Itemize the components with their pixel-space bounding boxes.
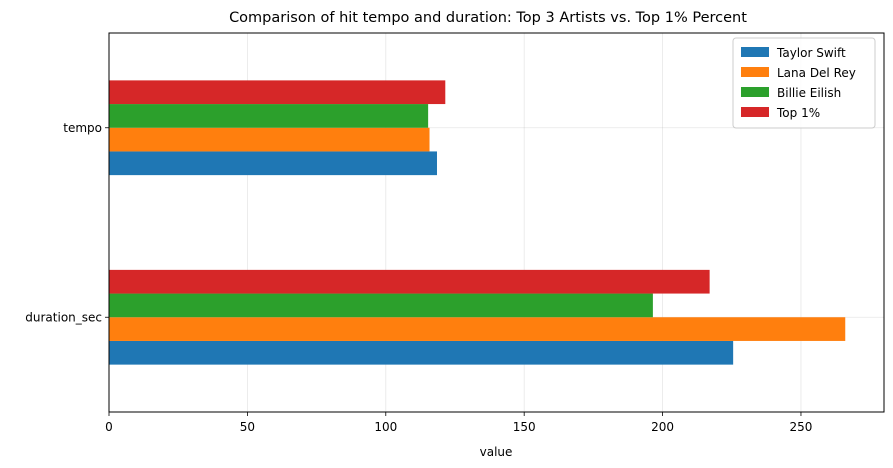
legend-swatch xyxy=(741,67,769,77)
bar xyxy=(109,104,429,128)
bar xyxy=(109,317,846,341)
legend: Taylor Swift Lana Del Rey Billie Eilish Top… xyxy=(732,37,876,129)
plot-frame xyxy=(108,32,885,413)
y-axis: duration_sec tempo xyxy=(25,121,109,324)
y-tick-label: duration_sec xyxy=(25,310,102,324)
bar xyxy=(109,269,710,294)
x-tick-label: 50 xyxy=(240,420,255,434)
y-tick-label: tempo xyxy=(63,121,102,135)
x-axis-label: value xyxy=(480,445,513,459)
bar xyxy=(109,80,446,105)
legend-swatch xyxy=(741,107,769,117)
chart-title: Comparison of hit tempo and duration: To… xyxy=(229,10,747,26)
x-tick-label: 250 xyxy=(790,420,813,434)
x-tick-label: 0 xyxy=(105,420,113,434)
bar xyxy=(109,340,734,365)
legend-label: Top 1% xyxy=(776,106,820,120)
bar xyxy=(109,127,430,152)
x-tick-label: 200 xyxy=(651,420,674,434)
bar xyxy=(109,293,653,318)
legend-swatch xyxy=(741,47,769,57)
x-tick-label: 100 xyxy=(374,420,397,434)
x-tick-label: 150 xyxy=(513,420,536,434)
legend-swatch xyxy=(741,87,769,97)
bars xyxy=(109,80,846,365)
legend-box xyxy=(732,37,876,129)
bar xyxy=(109,151,437,176)
legend-label: Taylor Swift xyxy=(776,46,846,60)
x-axis: 0 50 100 150 200 250 xyxy=(105,412,812,434)
legend-label: Billie Eilish xyxy=(777,86,841,100)
legend-label: Lana Del Rey xyxy=(777,66,856,80)
